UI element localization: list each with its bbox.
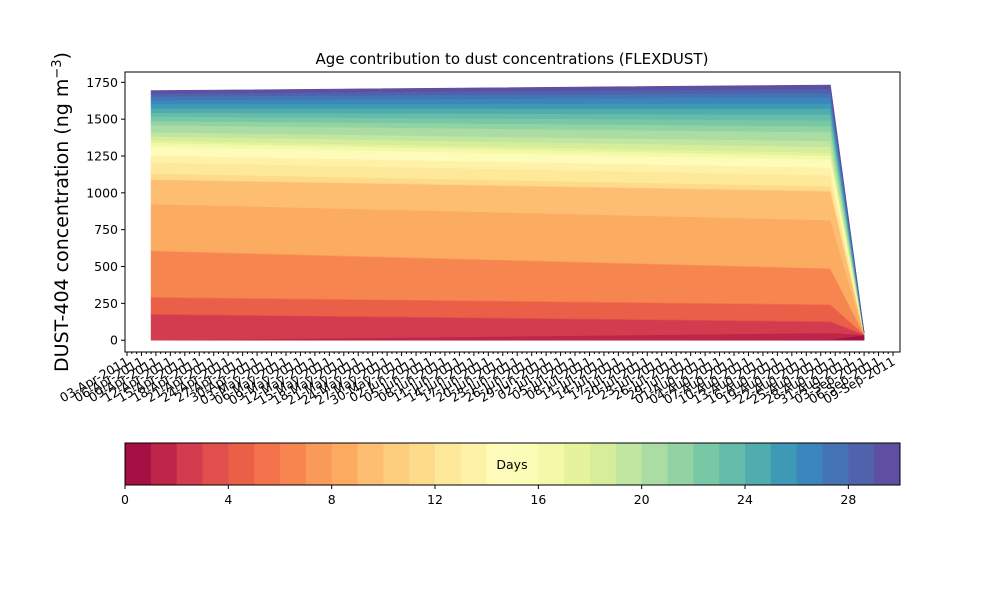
area-age-29-days xyxy=(150,84,865,333)
x-axis: 03-Apr-201106-Apr-201109-Apr-201112-Apr-… xyxy=(57,352,898,408)
colorbar-segment xyxy=(719,443,746,485)
colorbar-segment xyxy=(848,443,875,485)
chart-title: Age contribution to dust concentrations … xyxy=(316,50,709,68)
colorbar-tick-label: 16 xyxy=(530,492,546,507)
colorbar-segment xyxy=(331,443,358,485)
y-axis: 0 250 500 750 1000 1250 1500 1750 xyxy=(86,75,125,348)
y-axis-label-close: ) xyxy=(51,52,73,59)
colorbar-tick-label: 20 xyxy=(634,492,650,507)
colorbar-segment xyxy=(254,443,281,485)
colorbar-tick-label: 4 xyxy=(224,492,232,507)
colorbar-label: Days xyxy=(496,457,527,472)
colorbar-segment xyxy=(383,443,410,485)
colorbar-segment xyxy=(486,443,513,485)
colorbar-segment xyxy=(822,443,849,485)
y-axis-label: DUST-404 concentration (ng m−3) xyxy=(50,52,74,372)
colorbar-segment xyxy=(667,443,694,485)
colorbar-segment xyxy=(512,443,539,485)
y-axis-label-exponent: −3 xyxy=(50,59,65,78)
colorbar-segment xyxy=(641,443,668,485)
colorbar-segment xyxy=(745,443,772,485)
colorbar-segment xyxy=(796,443,823,485)
colorbar-segment xyxy=(202,443,229,485)
colorbar-segment xyxy=(564,443,591,485)
colorbar: 0 4 8 12 16 20 24 28 xyxy=(121,442,901,507)
y-tick-label: 1500 xyxy=(86,112,118,127)
colorbar-segment xyxy=(357,443,384,485)
y-tick-label: 1000 xyxy=(86,185,118,200)
colorbar-segment xyxy=(305,443,333,485)
colorbar-tick-label: 0 xyxy=(121,492,129,507)
y-axis-label-main: DUST-404 concentration (ng m xyxy=(51,79,73,372)
colorbar-tick-label: 28 xyxy=(840,492,856,507)
colorbar-frame xyxy=(124,442,901,486)
colorbar-segment xyxy=(590,443,617,485)
y-tick-label: 250 xyxy=(94,296,118,311)
colorbar-segment xyxy=(176,443,203,485)
colorbar-segment xyxy=(228,443,255,485)
y-tick-label: 750 xyxy=(94,222,118,237)
colorbar-segment xyxy=(150,443,178,485)
y-tick-label: 500 xyxy=(94,259,118,274)
colorbar-segment xyxy=(693,443,720,485)
colorbar-tick-label: 8 xyxy=(328,492,336,507)
colorbar-tick-label: 12 xyxy=(427,492,443,507)
colorbar-segment xyxy=(125,443,152,485)
colorbar-segment xyxy=(280,443,307,485)
colorbar-segment xyxy=(770,443,798,485)
y-tick-label: 1250 xyxy=(86,149,118,164)
colorbar-segment xyxy=(409,443,436,485)
y-tick-label: 0 xyxy=(110,333,118,348)
y-tick-label: 1750 xyxy=(86,75,118,90)
stacked-areas xyxy=(150,84,865,341)
colorbar-segment xyxy=(435,443,462,485)
colorbar-tick-label: 24 xyxy=(737,492,753,507)
colorbar-segment xyxy=(538,443,565,485)
colorbar-segment xyxy=(460,443,488,485)
colorbar-segment xyxy=(874,443,901,485)
colorbar-segment xyxy=(615,443,643,485)
